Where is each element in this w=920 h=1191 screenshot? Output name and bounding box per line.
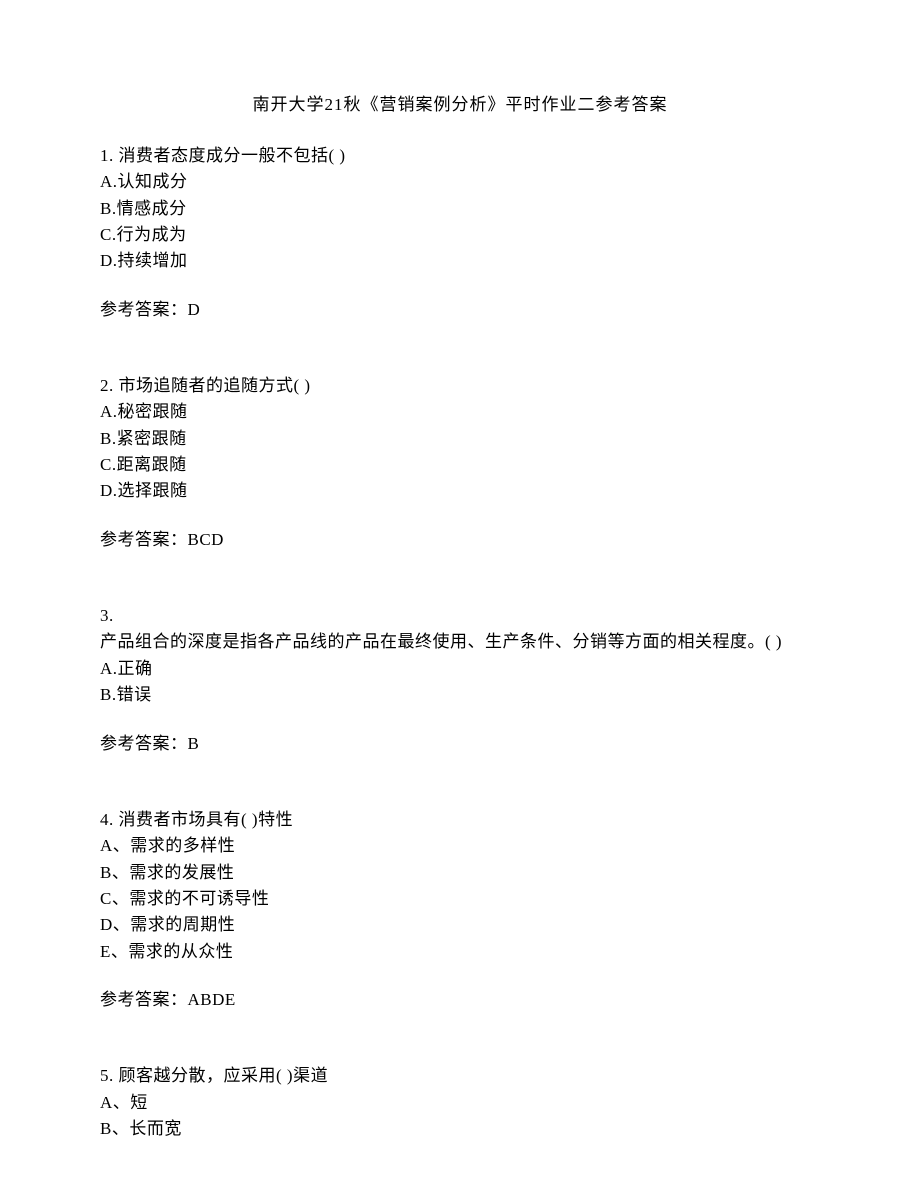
option-b: B、长而宽	[100, 1116, 820, 1142]
question-stem: 5. 顾客越分散，应采用( )渠道	[100, 1063, 820, 1089]
option-a: A、短	[100, 1090, 820, 1116]
answer-label: 参考答案：B	[100, 731, 820, 757]
option-b: B.情感成分	[100, 196, 820, 222]
answer-label: 参考答案：BCD	[100, 527, 820, 553]
option-e: E、需求的从众性	[100, 939, 820, 965]
option-c: C.行为成为	[100, 222, 820, 248]
option-a: A.秘密跟随	[100, 399, 820, 425]
answer-label: 参考答案：D	[100, 297, 820, 323]
option-a: A.认知成分	[100, 169, 820, 195]
question-stem: 2. 市场追随者的追随方式( )	[100, 373, 820, 399]
document-title: 南开大学21秋《营销案例分析》平时作业二参考答案	[100, 90, 820, 115]
option-d: D、需求的周期性	[100, 912, 820, 938]
option-d: D.持续增加	[100, 248, 820, 274]
question-1: 1. 消费者态度成分一般不包括( ) A.认知成分 B.情感成分 C.行为成为 …	[100, 143, 820, 323]
option-b: B.错误	[100, 682, 820, 708]
option-a: A、需求的多样性	[100, 833, 820, 859]
question-4: 4. 消费者市场具有( )特性 A、需求的多样性 B、需求的发展性 C、需求的不…	[100, 807, 820, 1013]
question-stem: 1. 消费者态度成分一般不包括( )	[100, 143, 820, 169]
option-c: C、需求的不可诱导性	[100, 886, 820, 912]
option-a: A.正确	[100, 656, 820, 682]
question-2: 2. 市场追随者的追随方式( ) A.秘密跟随 B.紧密跟随 C.距离跟随 D.…	[100, 373, 820, 553]
question-num: 3.	[100, 603, 820, 629]
question-stem: 4. 消费者市场具有( )特性	[100, 807, 820, 833]
option-c: C.距离跟随	[100, 452, 820, 478]
question-stem: 产品组合的深度是指各产品线的产品在最终使用、生产条件、分销等方面的相关程度。( …	[100, 629, 820, 655]
question-5: 5. 顾客越分散，应采用( )渠道 A、短 B、长而宽	[100, 1063, 820, 1142]
option-d: D.选择跟随	[100, 478, 820, 504]
option-b: B、需求的发展性	[100, 860, 820, 886]
answer-label: 参考答案：ABDE	[100, 987, 820, 1013]
question-3: 3. 产品组合的深度是指各产品线的产品在最终使用、生产条件、分销等方面的相关程度…	[100, 603, 820, 757]
option-b: B.紧密跟随	[100, 426, 820, 452]
